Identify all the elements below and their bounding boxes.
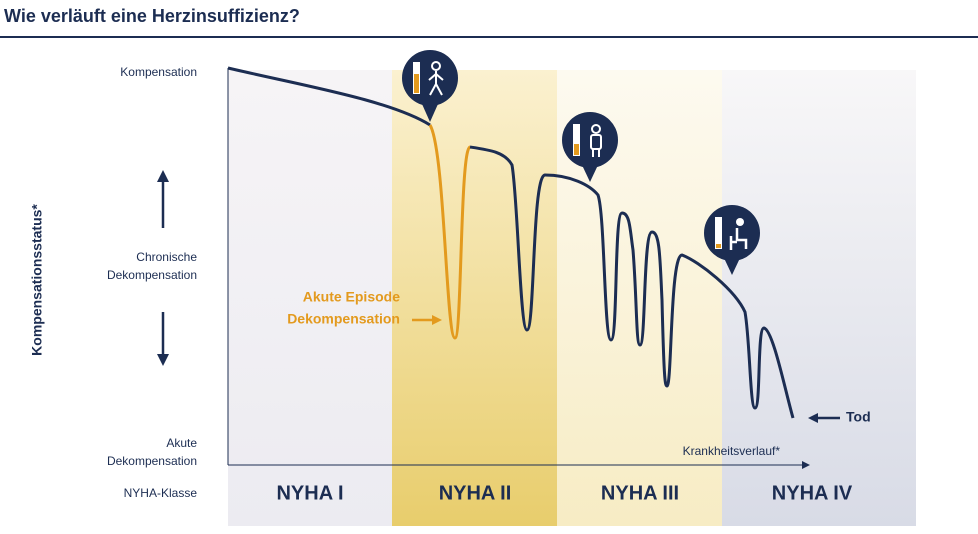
death-label: Tod [846,409,871,425]
y-label: Kompensationsstatus* [29,204,45,356]
episode-label: Akute Episode [303,289,400,305]
down-arrow-head [157,354,169,366]
pin [402,50,458,122]
band [228,70,392,526]
pin [562,112,618,182]
x-label: Krankheitsverlauf* [683,444,781,458]
pin [704,205,760,275]
curve [227,66,431,127]
level-label: Akute [166,436,197,450]
classes: NYHA I NYHA II NYHA III NYHA IV [276,482,852,504]
class-label: NYHA III [601,482,679,504]
curve [469,145,795,419]
band [392,70,557,526]
title: Wie verläuft eine Herzinsuffizienz? [4,6,300,26]
class-label: NYHA II [439,482,512,504]
level-label: Dekompensation [107,268,197,282]
levels: Kompensation Chronische Dekompensation Akut… [107,65,197,468]
death-arrow-head [808,413,818,423]
level-label: Kompensation [120,65,197,79]
episode-label: Dekompensation [287,311,400,327]
episode-annotation: Akute Episode Dekompensation [287,289,400,327]
band [722,70,916,526]
up-arrow-head [157,170,169,182]
level-label: Chronische [136,250,197,264]
x-arrow [802,461,810,469]
row-label: NYHA-Klasse [124,486,198,500]
level-label: Dekompensation [107,454,197,468]
class-label: NYHA I [276,482,343,504]
episode-arrow-head [432,315,442,325]
class-label: NYHA IV [772,482,853,504]
episode-curve [428,124,472,340]
